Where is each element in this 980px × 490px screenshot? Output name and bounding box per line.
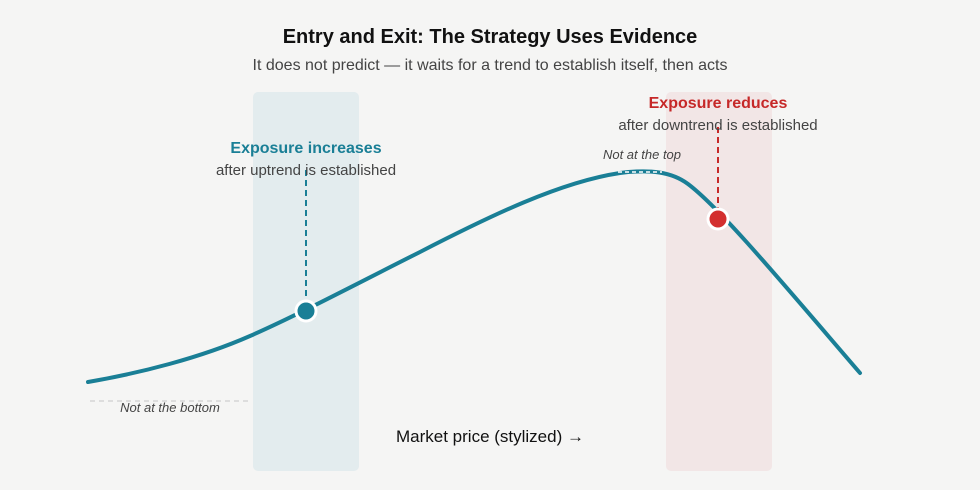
entry-heading: Exposure increases xyxy=(230,140,382,157)
not-at-bottom-note: Not at the bottom xyxy=(120,400,220,415)
exit-heading: Exposure reduces xyxy=(648,95,788,112)
exit-marker xyxy=(706,207,730,231)
not-at-top-note: Not at the top xyxy=(602,147,682,162)
chart-title: Entry and Exit: The Strategy Uses Eviden… xyxy=(282,26,698,48)
x-axis-label: Market price (stylized) → xyxy=(396,427,584,446)
exit-detail: after downtrend is established xyxy=(618,117,818,134)
chart-subtitle: It does not predict — it waits for a tre… xyxy=(252,57,728,74)
entry-marker xyxy=(294,299,318,323)
entry-detail: after uptrend is established xyxy=(215,162,397,179)
